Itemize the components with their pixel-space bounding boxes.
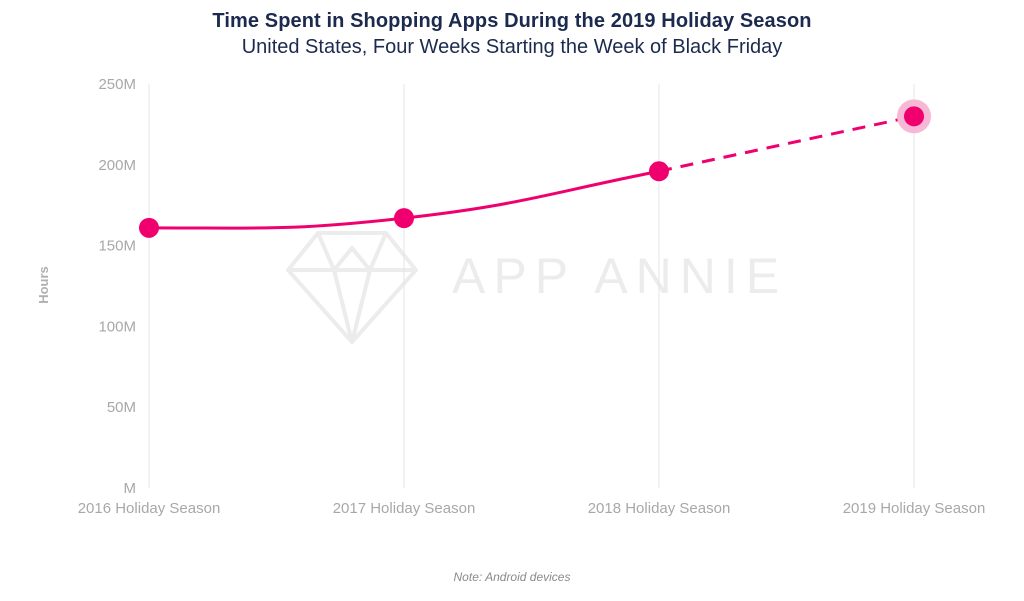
series-line-projected [658, 114, 915, 173]
watermark: APP ANNIE [286, 231, 787, 344]
chart-subtitle: United States, Four Weeks Starting the W… [241, 36, 783, 58]
x-tick-label: 2018 Holiday Season [588, 500, 731, 517]
y-tick-label: M [124, 480, 137, 497]
y-tick-label: 250M [98, 76, 136, 93]
data-point [649, 161, 669, 182]
data-point [394, 208, 414, 229]
y-tick-label: 50M [107, 399, 136, 416]
diamond-logo-icon [286, 231, 418, 344]
x-tick-label: 2019 Holiday Season [843, 500, 986, 517]
x-axis-ticks: 2016 Holiday Season 2017 Holiday Season 20… [78, 500, 986, 517]
y-tick-label: 150M [98, 238, 136, 255]
x-tick-label: 2017 Holiday Season [333, 500, 476, 517]
data-point [139, 217, 159, 238]
x-tick-label: 2016 Holiday Season [78, 500, 221, 517]
series-time-spent [139, 99, 931, 238]
y-tick-label: 200M [98, 157, 136, 174]
vertical-gridlines [148, 84, 915, 488]
y-axis-ticks: M 50M 100M 150M 200M 250M [98, 76, 136, 497]
watermark-text: APP ANNIE [452, 248, 787, 304]
data-point [904, 106, 924, 127]
chart-note: Note: Android devices [453, 570, 571, 584]
chart-title: Time Spent in Shopping Apps During the 2… [212, 10, 812, 32]
y-axis-label: Hours [36, 266, 51, 304]
y-tick-label: 100M [98, 318, 136, 335]
